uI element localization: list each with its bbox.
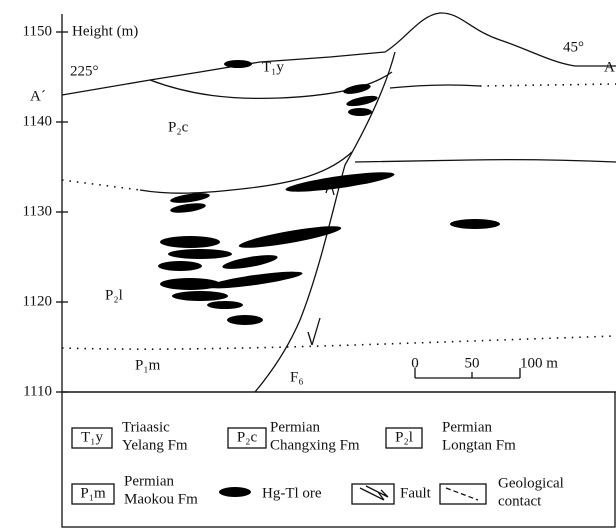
unit-label: T₁y bbox=[262, 59, 284, 75]
legend-label: Geological bbox=[498, 475, 564, 491]
legend-symbol: P₂l bbox=[395, 429, 413, 445]
axis-title: Height (m) bbox=[72, 23, 138, 39]
y-tick-label: 1110 bbox=[23, 383, 52, 399]
legend-label: Maokou Fm bbox=[124, 491, 198, 507]
fault-label: F₆ bbox=[290, 369, 304, 385]
section-end-right: A bbox=[604, 59, 615, 75]
legend-label: contact bbox=[498, 493, 542, 509]
legend-symbol: P₁m bbox=[80, 485, 106, 501]
y-tick-label: 1150 bbox=[23, 23, 52, 39]
unit-label: P₂l bbox=[105, 287, 123, 303]
y-tick-label: 1130 bbox=[23, 203, 52, 219]
legend-label: Longtan Fm bbox=[442, 437, 516, 453]
legend-label: Yelang Fm bbox=[122, 437, 188, 453]
geology bbox=[62, 13, 616, 392]
legend-label: Changxing Fm bbox=[270, 437, 360, 453]
legend-symbol: T₁y bbox=[81, 429, 103, 445]
legend-label: Permian bbox=[442, 419, 492, 435]
legend-label: Triaasic bbox=[122, 419, 170, 435]
y-tick-label: 1120 bbox=[23, 293, 52, 309]
section-end-left: A´ bbox=[30, 88, 46, 104]
legend-label: Permian bbox=[270, 419, 320, 435]
unit-label: P₁m bbox=[135, 357, 161, 373]
unit-label: P₂c bbox=[168, 119, 189, 135]
legend-label: Permian bbox=[124, 473, 174, 489]
scale-label: 0 bbox=[411, 355, 419, 371]
scale-label: 100 m bbox=[520, 355, 558, 371]
y-tick-label: 1140 bbox=[23, 113, 52, 129]
legend-symbol: P₂c bbox=[237, 429, 258, 445]
azimuth-left: 225° bbox=[70, 63, 99, 79]
legend-label: Fault bbox=[400, 485, 432, 501]
legend-label: Hg-Tl ore bbox=[262, 485, 322, 501]
legend: T₁y Triaasic Yelang Fm P₂c Permian Chang… bbox=[72, 419, 564, 509]
azimuth-right: 45° bbox=[563, 39, 584, 55]
cross-section-figure: Height (m) A´ A 225° 45° T₁y P₂c P₂l P₁m… bbox=[0, 0, 616, 528]
scale-label: 50 bbox=[465, 355, 480, 371]
